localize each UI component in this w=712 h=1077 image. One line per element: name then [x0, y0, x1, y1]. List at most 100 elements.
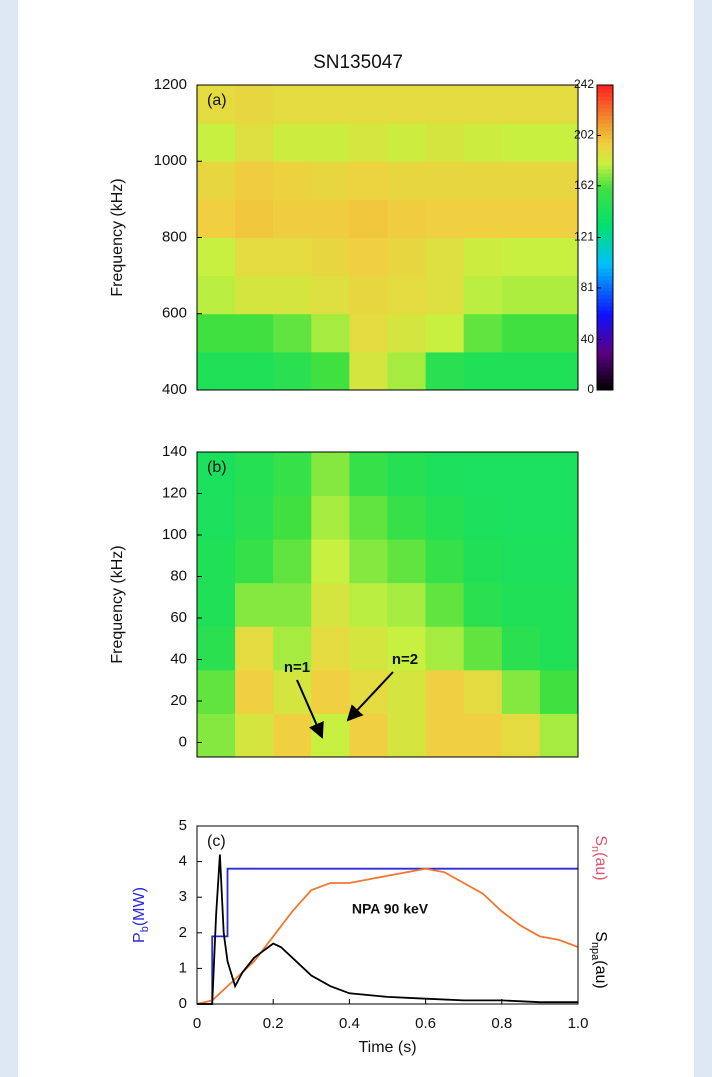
colorbar-slice — [597, 157, 613, 161]
heatmap-cell — [426, 238, 465, 277]
x-axis-label: Time (s) — [358, 1039, 416, 1056]
heatmap-cell — [235, 626, 274, 670]
x-tick-label: 0 — [193, 1015, 201, 1032]
heatmap-cell — [540, 452, 579, 496]
heatmap-cell — [235, 583, 274, 627]
colorbar-slice — [597, 199, 613, 203]
heatmap-cell — [235, 276, 274, 315]
heatmap-cell — [349, 352, 388, 391]
colorbar-slice — [597, 283, 613, 287]
axis-label: Sn(au) — [589, 835, 609, 880]
colorbar-slice — [597, 203, 613, 207]
panel-label: (c) — [207, 833, 226, 850]
heatmap-cell — [197, 238, 236, 277]
heatmap-cell — [426, 496, 465, 540]
heatmap-cell — [426, 670, 465, 714]
heatmap-cell — [311, 352, 350, 391]
heatmap-cell — [197, 161, 236, 200]
colorbar-slice — [597, 249, 613, 253]
heatmap-cell — [273, 670, 312, 714]
colorbar-slice — [597, 142, 613, 146]
heatmap-cell — [273, 276, 312, 315]
colorbar-slice — [597, 100, 613, 104]
heatmap-cell — [388, 238, 427, 277]
heatmap-cell — [540, 583, 579, 627]
colorbar-slice — [597, 112, 613, 116]
heatmap-cell — [235, 352, 274, 391]
heatmap-cell — [388, 452, 427, 496]
colorbar-tick-label: 40 — [581, 332, 595, 346]
colorbar-slice — [597, 367, 613, 371]
colorbar-slice — [597, 154, 613, 158]
y-tick-label: 0 — [179, 995, 187, 1012]
colorbar-slice — [597, 165, 613, 169]
colorbar-slice — [597, 108, 613, 112]
annotation: n=2 — [392, 651, 418, 668]
heatmap-cell — [273, 583, 312, 627]
heatmap-cell — [464, 352, 503, 391]
heatmap-cell — [426, 626, 465, 670]
heatmap-cell — [197, 123, 236, 162]
annotation: NPA 90 keV — [352, 901, 429, 917]
colorbar-slice — [597, 146, 613, 150]
colorbar-slice — [597, 314, 613, 318]
x-tick-label: 0.4 — [339, 1015, 360, 1032]
y-tick-label: 20 — [170, 692, 187, 709]
heatmap-cell — [349, 583, 388, 627]
heatmap-cell — [502, 583, 541, 627]
heatmap-cell — [197, 626, 236, 670]
y-tick-label: 0 — [179, 733, 187, 750]
heatmap-cell — [464, 276, 503, 315]
heatmap-cell — [349, 713, 388, 757]
colorbar-slice — [597, 379, 613, 383]
colorbar-slice — [597, 89, 613, 93]
y-tick-label: 600 — [162, 305, 187, 322]
colorbar-slice — [597, 253, 613, 257]
heatmap-cell — [464, 161, 503, 200]
heatmap-cell — [349, 626, 388, 670]
heatmap-cell — [235, 238, 274, 277]
colorbar-slice — [597, 260, 613, 264]
heatmap-cell — [197, 276, 236, 315]
heatmap-cell — [311, 583, 350, 627]
y-tick-label: 60 — [170, 609, 187, 626]
label-tail: (au) — [592, 960, 609, 988]
x-tick-label: 0.6 — [415, 1015, 436, 1032]
heatmap-cell — [197, 713, 236, 757]
heatmap-cell — [464, 583, 503, 627]
y-axis-label: Frequency (kHz) — [109, 545, 126, 663]
colorbar-slice — [597, 321, 613, 325]
heatmap-cell — [426, 314, 465, 353]
colorbar-slice — [597, 119, 613, 123]
y-tick-label: 2 — [179, 924, 187, 941]
colorbar-slice — [597, 173, 613, 177]
y-tick-label: 3 — [179, 888, 187, 905]
heatmap-cell — [388, 314, 427, 353]
heatmap-cell — [273, 539, 312, 583]
heatmap-cell — [388, 161, 427, 200]
y-tick-label: 120 — [162, 484, 187, 501]
colorbar-slice — [597, 337, 613, 341]
colorbar-slice — [597, 211, 613, 215]
heatmap-cell — [388, 539, 427, 583]
heatmap-cell — [273, 314, 312, 353]
heatmap-cell — [502, 238, 541, 277]
heatmap-cell — [235, 199, 274, 238]
heatmap-cell — [197, 670, 236, 714]
colorbar-slice — [597, 356, 613, 360]
colorbar-slice — [597, 329, 613, 333]
heatmap-cell — [197, 352, 236, 391]
colorbar-slice — [597, 138, 613, 142]
heatmap-cell — [502, 452, 541, 496]
colorbar-slice — [597, 116, 613, 120]
label-tail: (MW) — [131, 887, 148, 926]
heatmap-cell — [540, 123, 579, 162]
label-sub: npa — [589, 942, 601, 961]
heatmap-cell — [388, 199, 427, 238]
colorbar-slice — [597, 222, 613, 226]
colorbar-tick-label: 0 — [587, 382, 594, 396]
colorbar-slice — [597, 207, 613, 211]
heatmap-cell — [273, 496, 312, 540]
heatmap-cell — [273, 85, 312, 124]
